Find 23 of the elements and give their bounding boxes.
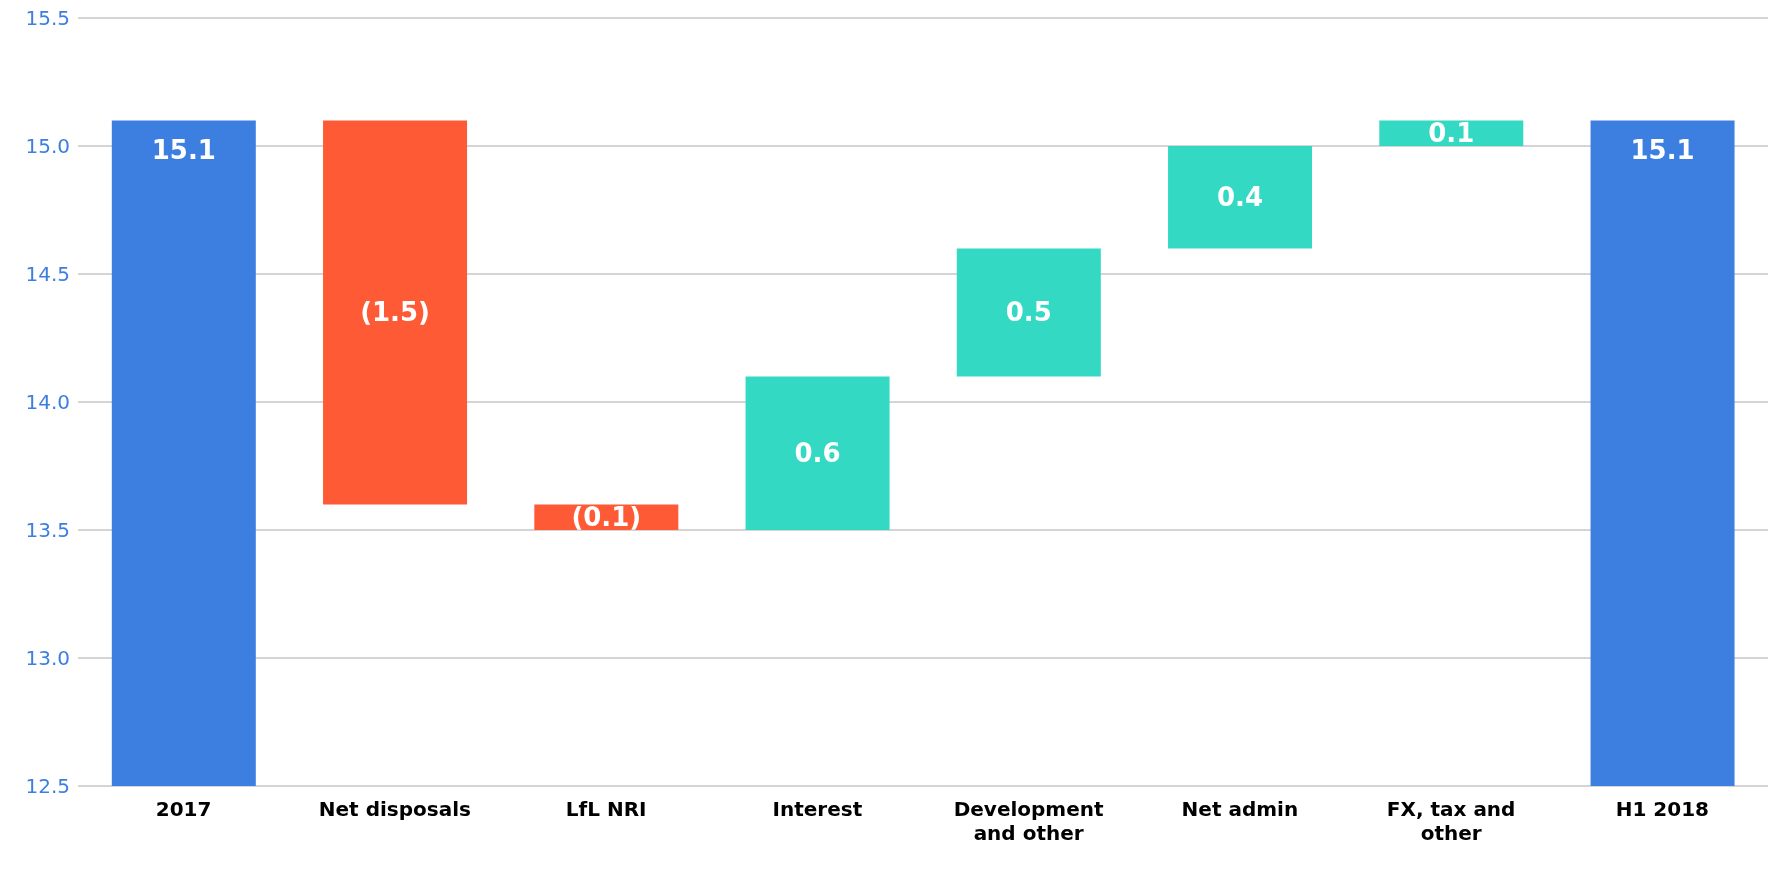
y-tick-label: 12.5 [25, 774, 70, 799]
x-tick-label: 2017 [155, 797, 212, 821]
x-tick-label: FX, tax and other [1386, 797, 1516, 845]
y-tick-label: 13.5 [25, 518, 70, 543]
x-tick-label: Net disposals [318, 797, 471, 821]
data-label: 0.5 [1005, 297, 1052, 328]
data-label: 15.1 [1630, 135, 1695, 166]
y-tick-label: 13.0 [25, 646, 70, 671]
y-tick-label: 14.5 [25, 262, 70, 287]
y-tick-label: 14.0 [25, 390, 70, 415]
data-label: (1.5) [360, 297, 430, 328]
x-tick-label: Development and other [953, 797, 1104, 845]
x-tick-label: Net admin [1181, 797, 1299, 821]
x-tick-label: H1 2018 [1615, 797, 1710, 821]
data-label: 0.4 [1217, 182, 1264, 213]
data-label: 0.1 [1428, 118, 1475, 149]
data-label: 0.6 [794, 438, 841, 469]
y-tick-label: 15.0 [25, 134, 70, 159]
x-tick-label: LfL NRI [565, 797, 647, 821]
x-tick-label: Interest [772, 797, 863, 821]
data-label: 15.1 [151, 135, 216, 166]
data-label: (0.1) [571, 502, 642, 533]
y-tick-label: 15.5 [25, 6, 70, 31]
